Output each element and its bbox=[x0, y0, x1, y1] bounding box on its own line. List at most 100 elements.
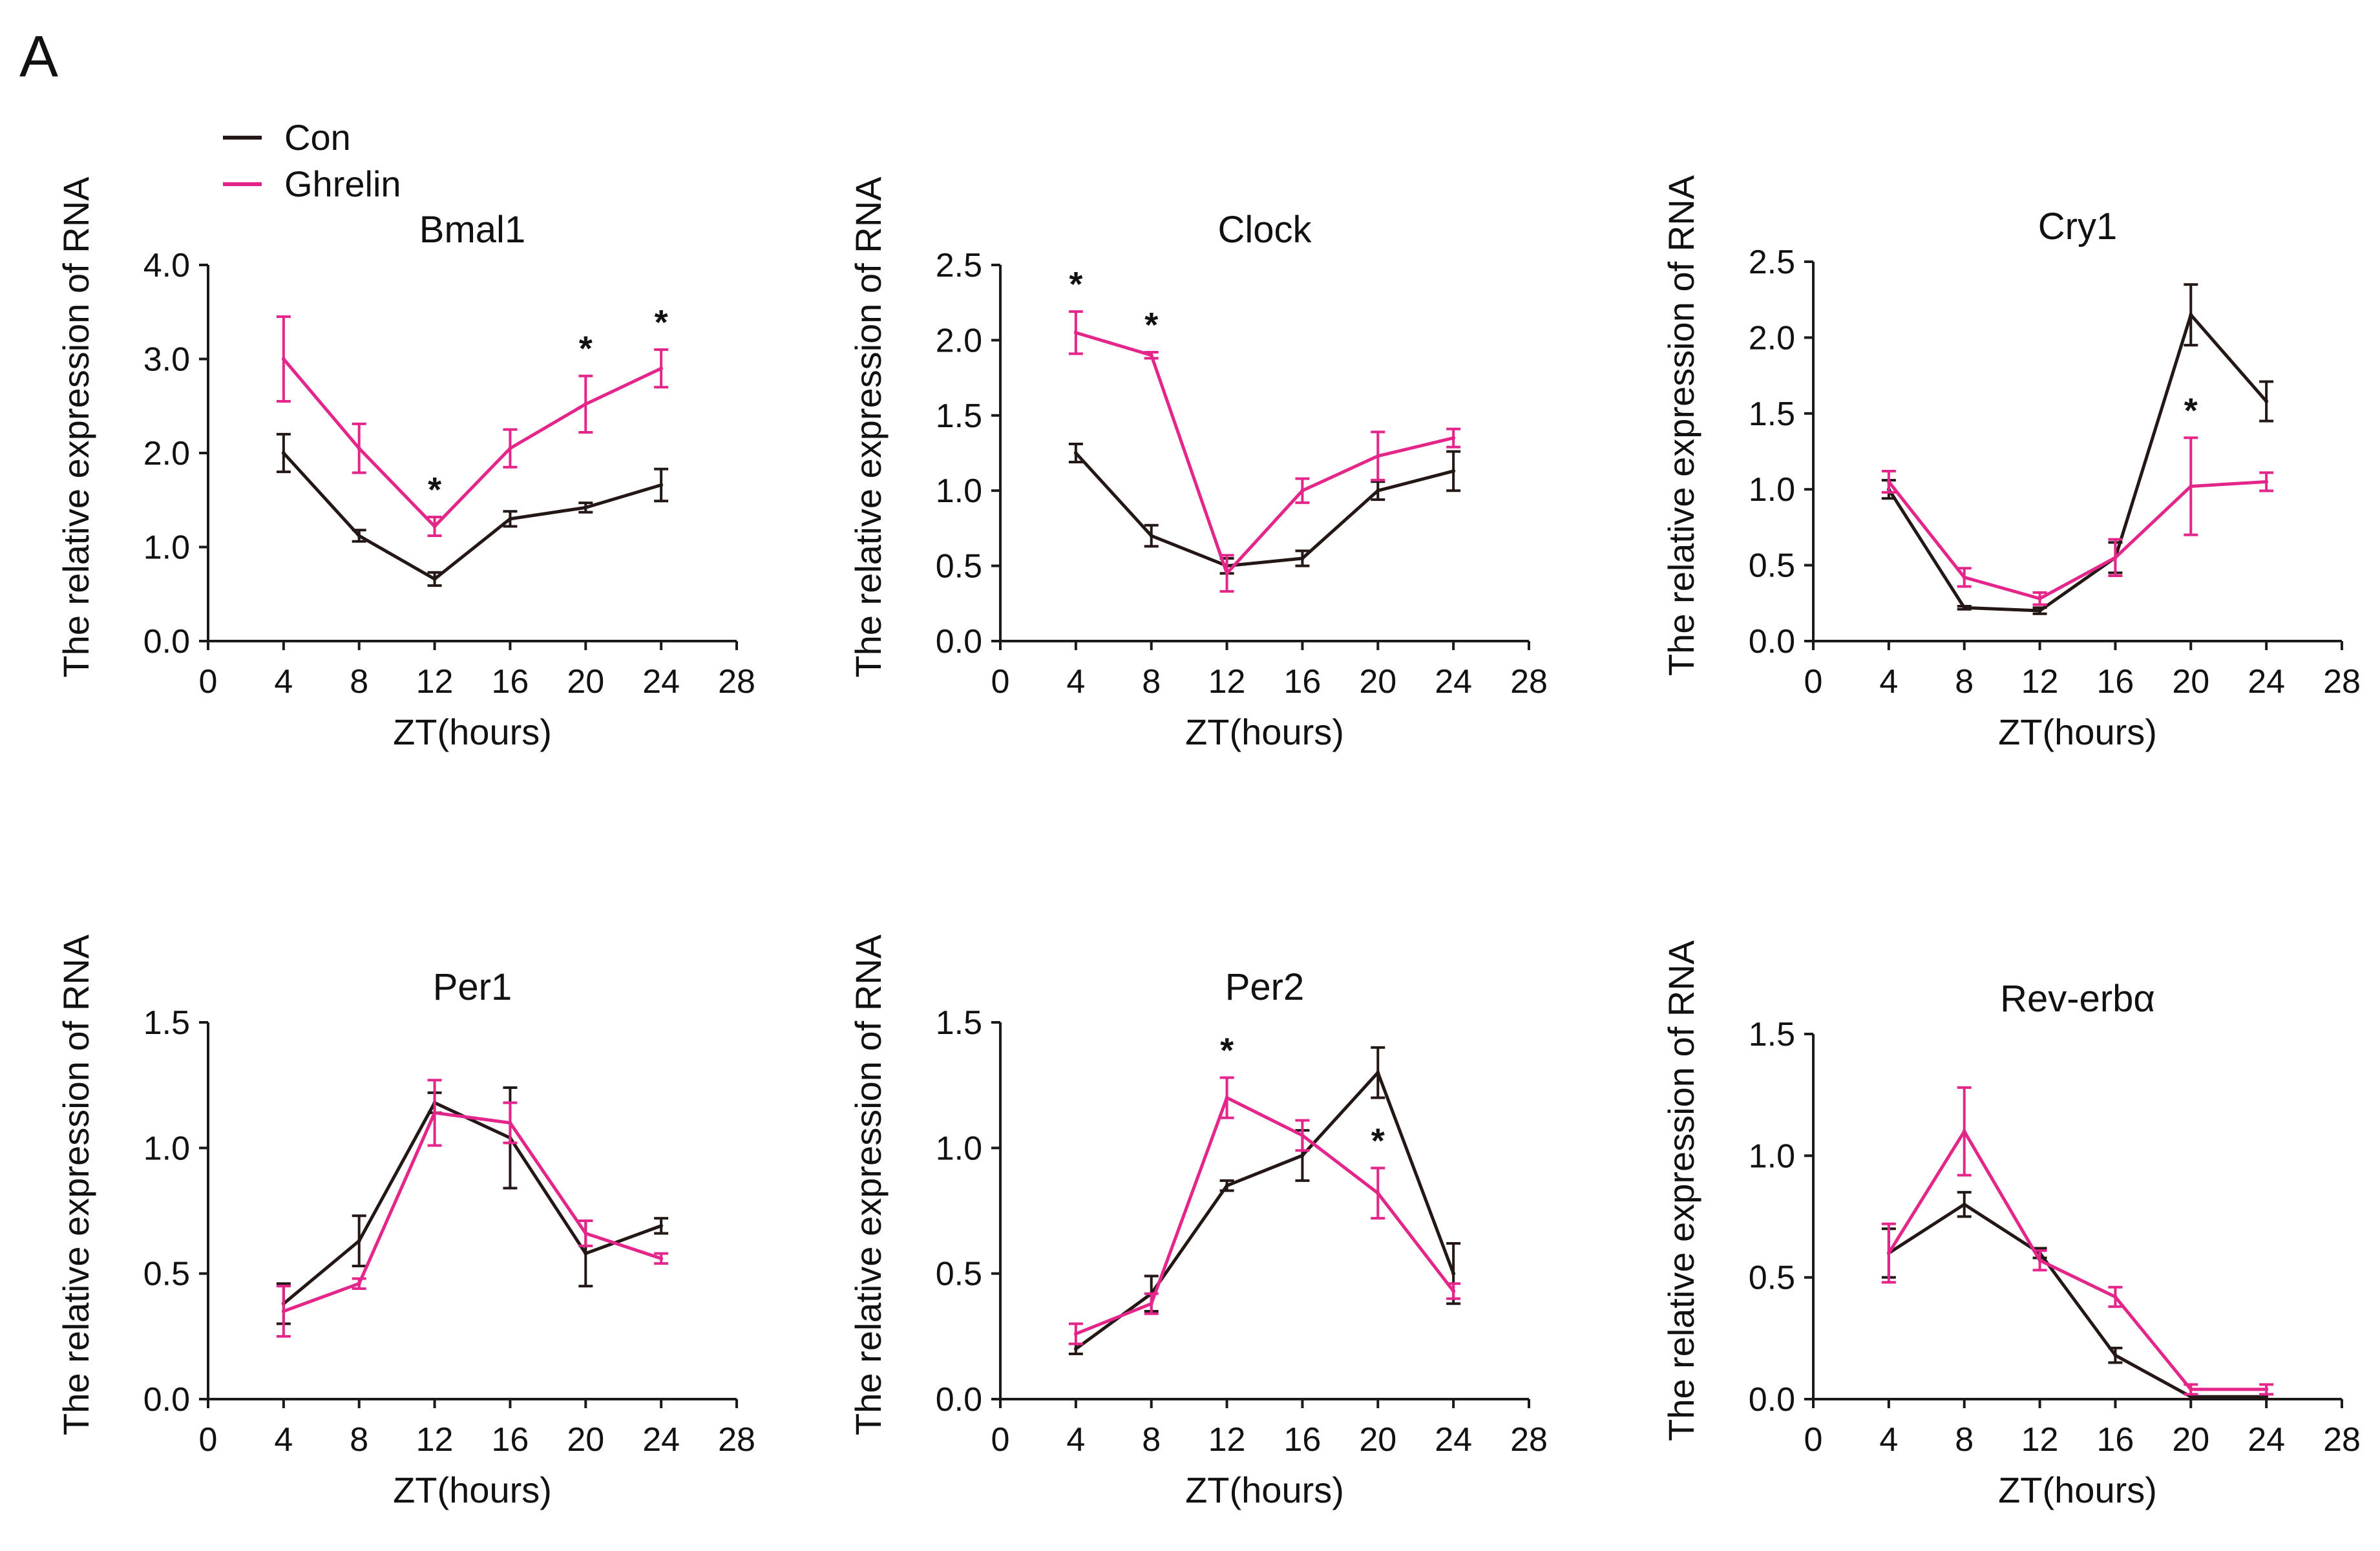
panel-cry1: 0.0 0.5 1.0 1.5 2.0 2.5 0 4 8 12 16 20 24 28 ZT(hours)… bbox=[1661, 174, 2361, 752]
y-tick-label: 1.0 bbox=[143, 529, 190, 567]
data-point-con bbox=[1225, 1183, 1229, 1188]
data-point-ghrelin bbox=[1149, 1302, 1153, 1306]
y-tick-label: 1.5 bbox=[936, 1004, 982, 1042]
data-point-ghrelin bbox=[2189, 1387, 2193, 1391]
y-tick-label: 0.5 bbox=[936, 1256, 982, 1293]
data-point-ghrelin bbox=[281, 357, 286, 361]
x-tick-label: 20 bbox=[1359, 1421, 1396, 1459]
panel-per1: 0.0 0.5 1.0 1.5 0 4 8 12 16 20 24 28 ZT(hours) Per1 Th… bbox=[56, 934, 755, 1510]
significance-star: * bbox=[2184, 391, 2198, 430]
series-line-con bbox=[282, 452, 662, 581]
data-point-con bbox=[659, 483, 664, 487]
data-point-con bbox=[2189, 1395, 2193, 1399]
data-point-con bbox=[1149, 534, 1153, 538]
data-point-con bbox=[1451, 1271, 1456, 1276]
x-tick-label: 4 bbox=[274, 1421, 293, 1459]
panel-title: Per2 bbox=[1225, 966, 1305, 1008]
panel-clock: 0.0 0.5 1.0 1.5 2.0 2.5 0 4 8 12 16 20 24 28 ZT(hours)… bbox=[848, 176, 1548, 752]
data-point-con bbox=[2189, 313, 2193, 317]
data-point-ghrelin bbox=[659, 366, 664, 371]
series-line-ghrelin bbox=[1075, 1096, 1455, 1336]
x-tick-label: 0 bbox=[199, 1421, 218, 1459]
data-point-ghrelin bbox=[1962, 1129, 1966, 1134]
data-point-con bbox=[2264, 399, 2269, 404]
significance-star: * bbox=[1144, 306, 1158, 344]
y-tick-label: 0.5 bbox=[143, 1256, 190, 1293]
x-axis-title: ZT(hours) bbox=[393, 712, 552, 752]
x-axis-title: ZT(hours) bbox=[1185, 1470, 1344, 1510]
y-tick-label: 0.5 bbox=[1749, 547, 1795, 585]
x-axis-title: ZT(hours) bbox=[1998, 1470, 2157, 1510]
y-tick-label: 0.0 bbox=[1749, 1381, 1795, 1419]
x-tick-label: 4 bbox=[274, 663, 293, 701]
x-tick-label: 24 bbox=[2248, 1421, 2285, 1459]
series-line-ghrelin bbox=[1075, 331, 1454, 575]
x-tick-label: 4 bbox=[1879, 663, 1898, 701]
data-point-con bbox=[1073, 1347, 1078, 1351]
y-axis-title: The relative expression of RNA bbox=[56, 934, 96, 1435]
panel-title: Bmal1 bbox=[419, 209, 525, 251]
y-axis-title: The relative expression of RNA bbox=[56, 176, 96, 678]
y-tick-label: 1.0 bbox=[936, 1130, 982, 1167]
data-point-ghrelin bbox=[1451, 1289, 1456, 1293]
series-line-con bbox=[282, 1101, 662, 1305]
data-point-con bbox=[1300, 556, 1305, 560]
data-point-ghrelin bbox=[2038, 1258, 2042, 1263]
series-line-con bbox=[1075, 452, 1454, 568]
legend: Con Ghrelin bbox=[223, 117, 401, 204]
data-point-ghrelin bbox=[1149, 353, 1153, 357]
x-tick-label: 4 bbox=[1066, 1421, 1085, 1459]
data-point-ghrelin bbox=[1886, 480, 1891, 484]
x-tick-label: 16 bbox=[2097, 663, 2134, 701]
series-line-ghrelin bbox=[1887, 480, 2267, 600]
y-tick-label: 2.0 bbox=[1749, 319, 1795, 357]
significance-star: * bbox=[655, 303, 668, 342]
data-point-con bbox=[584, 505, 588, 510]
series-line-con bbox=[1887, 313, 2268, 613]
data-point-con bbox=[357, 1239, 361, 1243]
significance-star: * bbox=[1220, 1031, 1234, 1070]
data-point-con bbox=[584, 1251, 588, 1256]
data-point-ghrelin bbox=[1376, 1191, 1380, 1196]
series-line-con bbox=[1888, 1203, 2267, 1398]
data-point-ghrelin bbox=[2264, 480, 2269, 484]
panel-bmal1: 0.0 1.0 2.0 3.0 4.0 0 4 8 12 16 20 24 28 ZT(hours) Bma… bbox=[56, 176, 755, 752]
data-point-ghrelin bbox=[659, 1256, 664, 1261]
significance-star: * bbox=[428, 470, 441, 509]
series-line-ghrelin bbox=[282, 357, 662, 528]
x-tick-label: 20 bbox=[1359, 663, 1396, 701]
data-point-ghrelin bbox=[2189, 484, 2193, 489]
y-axis-title: The relative expression of RNA bbox=[848, 176, 889, 678]
y-axis-title: The relative expression of RNA bbox=[848, 934, 889, 1435]
data-point-ghrelin bbox=[1300, 1133, 1305, 1137]
x-tick-label: 0 bbox=[1804, 663, 1823, 701]
data-point-con bbox=[1376, 489, 1380, 493]
x-tick-label: 28 bbox=[2323, 663, 2361, 701]
x-tick-label: 20 bbox=[567, 1421, 604, 1459]
x-tick-label: 16 bbox=[492, 1421, 529, 1459]
data-point-ghrelin bbox=[357, 1282, 361, 1286]
data-point-ghrelin bbox=[1376, 454, 1380, 458]
data-point-con bbox=[1300, 1153, 1305, 1157]
data-point-con bbox=[2264, 1395, 2269, 1399]
x-tick-label: 20 bbox=[2172, 663, 2209, 701]
y-tick-label: 0.0 bbox=[936, 1381, 982, 1419]
legend-label-con: Con bbox=[284, 117, 351, 158]
data-point-con bbox=[508, 516, 512, 521]
x-tick-label: 12 bbox=[416, 663, 454, 701]
series-line-ghrelin bbox=[282, 1111, 662, 1313]
y-axis-title: The relative expression of RNA bbox=[1661, 174, 1701, 676]
x-tick-label: 12 bbox=[1208, 663, 1246, 701]
x-tick-label: 12 bbox=[2021, 663, 2059, 701]
y-tick-label: 2.0 bbox=[936, 322, 982, 359]
data-point-ghrelin bbox=[432, 524, 437, 529]
data-point-ghrelin bbox=[508, 1121, 512, 1125]
x-tick-label: 0 bbox=[991, 663, 1010, 701]
panel-rev-erba: 0.0 0.5 1.0 1.5 0 4 8 12 16 20 24 28 ZT(hours) Rev-er… bbox=[1661, 940, 2361, 1510]
y-tick-label: 4.0 bbox=[143, 247, 190, 284]
x-tick-label: 24 bbox=[1435, 663, 1472, 701]
x-tick-label: 12 bbox=[2021, 1421, 2059, 1459]
legend-label-ghrelin: Ghrelin bbox=[284, 164, 401, 204]
significance-star: * bbox=[1371, 1121, 1385, 1160]
